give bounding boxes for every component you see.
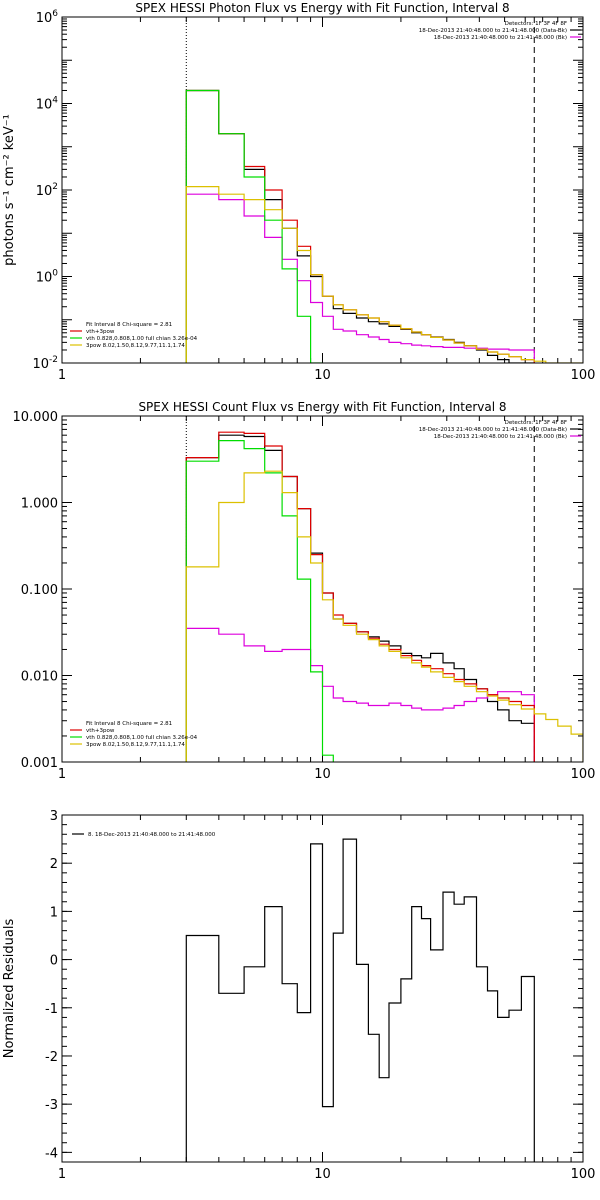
legend-entry-text: 18-Dec-2013 21:40:48.000 to 21:41:48.000… xyxy=(434,434,567,440)
y-tick-exponent: 0 xyxy=(52,269,58,279)
y-tick-label: 106 xyxy=(36,9,59,26)
legend-entry-text: Fit Interval 8 Chi-square = 2.81 xyxy=(86,322,172,328)
x-tick-label: 10 xyxy=(314,368,331,383)
y-tick-label: 1 xyxy=(50,905,58,920)
y-tick-label: 0.010 xyxy=(21,670,58,685)
y-tick-label: 1.000 xyxy=(21,497,58,512)
y-tick-label: 2 xyxy=(50,857,58,872)
y-tick-label: -2 xyxy=(45,1050,58,1065)
x-tick-label: 100 xyxy=(571,1167,596,1182)
series-black-step xyxy=(185,434,535,762)
series-yellow-step xyxy=(185,186,583,363)
x-tick-label: 1 xyxy=(58,368,66,383)
series-black-step xyxy=(185,89,535,363)
chart-title: SPEX HESSI Count Flux vs Energy with Fit… xyxy=(138,400,506,414)
x-tick-label: 1 xyxy=(58,767,66,782)
y-tick-label: 10-2 xyxy=(32,355,58,372)
y-tick-label: 100 xyxy=(36,269,59,286)
chart-title: SPEX HESSI Photon Flux vs Energy with Fi… xyxy=(135,1,509,15)
y-tick-label: 3 xyxy=(50,809,58,824)
legend-entry-text: vth 0.828,0.808,1.00 full chian 3.26e-04 xyxy=(86,735,198,741)
series-magenta-step xyxy=(185,193,535,363)
y-tick-label: 0 xyxy=(50,954,58,969)
legend-entry-text: 3pow 8.02,1.50,8.12,9.77,11.1,1.74 xyxy=(86,742,185,748)
y-tick-label: -1 xyxy=(45,1002,58,1017)
chart-panel-1: SPEX HESSI Photon Flux vs Energy with Fi… xyxy=(2,1,595,383)
series-yellow-step xyxy=(185,470,583,762)
y-tick-label: -3 xyxy=(45,1098,58,1113)
legend-entry-text: 8. 18-Dec-2013 21:40:48.000 to 21:41:48.… xyxy=(88,832,216,838)
legend-entry-text: 3pow 8.02,1.50,8.12,9.77,11.1,1.74 xyxy=(86,343,185,349)
legend-entry-text: vth+3pow xyxy=(86,728,115,734)
legend-entry-text: Detectors: 1F 3F 4F 8F xyxy=(505,21,567,27)
y-tick-label: 102 xyxy=(36,182,58,199)
y-tick-label: -4 xyxy=(45,1146,58,1161)
plot-area xyxy=(185,838,535,1162)
plot-area xyxy=(185,416,583,762)
y-tick-exponent: 2 xyxy=(52,182,58,192)
y-tick-label: 0.100 xyxy=(21,583,58,598)
series-green-step xyxy=(185,89,323,363)
series-red-step xyxy=(185,89,535,363)
legend-entry-text: vth 0.828,0.808,1.00 full chian 3.26e-04 xyxy=(86,336,198,342)
legend-entry-text: 18-Dec-2013 21:40:48.000 to 21:41:48.000… xyxy=(419,427,567,433)
x-tick-label: 10 xyxy=(314,1167,331,1182)
y-axis-label: Normalized Residuals xyxy=(2,919,17,1059)
x-tick-label: 100 xyxy=(571,368,596,383)
legend-entry-text: 18-Dec-2013 21:40:48.000 to 21:41:48.000… xyxy=(419,28,567,34)
series-red-step xyxy=(185,431,535,762)
x-tick-label: 1 xyxy=(58,1167,66,1182)
y-tick-label: 0.001 xyxy=(21,756,58,771)
y-tick-label: 104 xyxy=(36,96,59,113)
series-green-step xyxy=(185,440,334,762)
series-magenta-step xyxy=(185,627,535,762)
chart-panel-2: SPEX HESSI Count Flux vs Energy with Fit… xyxy=(13,400,596,782)
y-tick-exponent: 4 xyxy=(52,96,58,106)
plot-frame xyxy=(61,814,584,1163)
legend-entry-text: vth+3pow xyxy=(86,329,115,335)
x-tick-label: 10 xyxy=(314,767,331,782)
y-axis-label: photons s⁻¹ cm⁻² keV⁻¹ xyxy=(2,114,17,266)
x-tick-label: 100 xyxy=(571,767,596,782)
plot-frame xyxy=(61,415,584,763)
y-tick-exponent: -2 xyxy=(49,355,58,365)
y-tick-exponent: 6 xyxy=(52,9,58,19)
legend-entry-text: Detectors: 1F 3F 4F 8F xyxy=(505,420,567,426)
y-tick-label: 10.000 xyxy=(13,410,59,425)
plot-frame xyxy=(61,16,584,364)
legend-entry-text: 18-Dec-2013 21:40:48.000 to 21:41:48.000… xyxy=(434,35,567,41)
plot-area xyxy=(185,17,583,363)
series-black-step xyxy=(185,838,535,1162)
legend-entry-text: Fit Interval 8 Chi-square = 2.81 xyxy=(86,721,172,727)
